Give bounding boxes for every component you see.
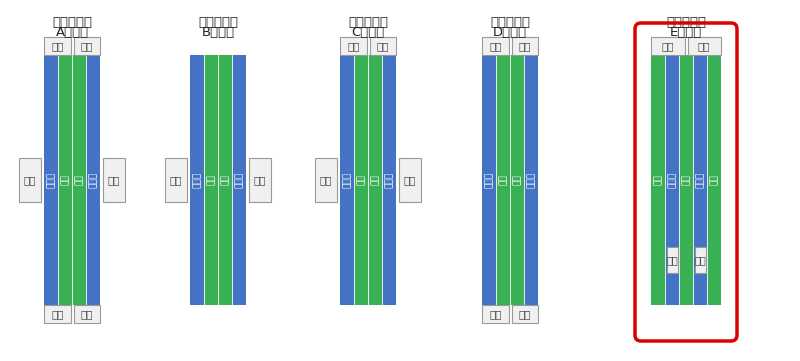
Bar bbox=[190, 55, 204, 305]
Text: 線路: 線路 bbox=[221, 175, 230, 186]
Text: ホ｜ム: ホ｜ム bbox=[46, 172, 55, 188]
Bar bbox=[707, 55, 721, 305]
Bar bbox=[103, 158, 125, 202]
Bar bbox=[44, 305, 70, 323]
Text: ホ｜ム: ホ｜ム bbox=[485, 172, 494, 188]
Bar bbox=[482, 37, 509, 55]
Text: Cタイプ: Cタイプ bbox=[351, 26, 385, 39]
Text: ホーム左右: ホーム左右 bbox=[490, 16, 530, 29]
Bar bbox=[482, 305, 509, 323]
Text: Aタイプ: Aタイプ bbox=[55, 26, 89, 39]
Bar bbox=[368, 55, 382, 305]
Text: ホーム左右: ホーム左右 bbox=[198, 16, 238, 29]
Bar bbox=[510, 55, 524, 305]
Text: 線路: 線路 bbox=[710, 175, 718, 186]
Text: 階段: 階段 bbox=[170, 175, 182, 185]
Bar bbox=[482, 55, 496, 305]
Text: 線路: 線路 bbox=[682, 175, 690, 186]
Text: 階段: 階段 bbox=[698, 41, 710, 51]
Bar bbox=[511, 37, 538, 55]
Bar bbox=[496, 55, 510, 305]
Text: 線路: 線路 bbox=[357, 175, 366, 186]
Bar bbox=[693, 55, 707, 305]
Text: 階段: 階段 bbox=[694, 255, 706, 265]
Bar bbox=[204, 55, 218, 305]
Bar bbox=[165, 158, 187, 202]
Text: 階段: 階段 bbox=[81, 41, 93, 51]
Bar bbox=[651, 37, 685, 55]
Bar bbox=[44, 55, 58, 305]
Text: 階段: 階段 bbox=[518, 41, 531, 51]
Bar bbox=[399, 158, 421, 202]
Bar bbox=[354, 55, 368, 305]
Text: 線路: 線路 bbox=[498, 175, 507, 186]
Bar bbox=[524, 55, 538, 305]
Text: ホーム左右: ホーム左右 bbox=[348, 16, 388, 29]
Bar bbox=[44, 37, 70, 55]
Text: ホーム左右: ホーム左右 bbox=[52, 16, 92, 29]
Bar bbox=[694, 247, 706, 273]
Text: 階段: 階段 bbox=[377, 41, 389, 51]
Text: 階段: 階段 bbox=[518, 309, 531, 319]
Text: ホ｜ム: ホ｜ム bbox=[342, 172, 351, 188]
Bar bbox=[232, 55, 246, 305]
Text: 線路: 線路 bbox=[513, 175, 522, 186]
Text: 線路: 線路 bbox=[61, 175, 70, 186]
Text: ホ｜ム: ホ｜ム bbox=[234, 172, 243, 188]
Bar bbox=[249, 158, 271, 202]
Text: 階段: 階段 bbox=[108, 175, 120, 185]
Text: 階段: 階段 bbox=[662, 41, 674, 51]
Text: ホーム左右: ホーム左右 bbox=[666, 16, 706, 29]
Text: Eタイプ: Eタイプ bbox=[670, 26, 702, 39]
Bar bbox=[58, 55, 72, 305]
Bar bbox=[74, 305, 100, 323]
Text: Dタイプ: Dタイプ bbox=[493, 26, 527, 39]
Bar bbox=[687, 37, 721, 55]
Text: ホ｜ム: ホ｜ム bbox=[526, 172, 535, 188]
Bar bbox=[665, 55, 679, 305]
Bar bbox=[86, 55, 100, 305]
Text: 階段: 階段 bbox=[347, 41, 359, 51]
Bar bbox=[218, 55, 232, 305]
Bar bbox=[19, 158, 41, 202]
Text: 階段: 階段 bbox=[51, 309, 63, 319]
Bar bbox=[666, 247, 678, 273]
Bar bbox=[651, 55, 665, 305]
Text: 階段: 階段 bbox=[489, 41, 502, 51]
Bar bbox=[679, 55, 693, 305]
Bar bbox=[340, 55, 354, 305]
Text: Bタイプ: Bタイプ bbox=[202, 26, 234, 39]
Text: ホ｜ム: ホ｜ム bbox=[695, 172, 705, 188]
Bar bbox=[74, 37, 100, 55]
Text: ホ｜ム: ホ｜ム bbox=[667, 172, 677, 188]
Text: 線路: 線路 bbox=[74, 175, 83, 186]
Text: 階段: 階段 bbox=[24, 175, 36, 185]
Text: ホ｜ム: ホ｜ム bbox=[193, 172, 202, 188]
Bar bbox=[511, 305, 538, 323]
Text: 階段: 階段 bbox=[666, 255, 678, 265]
Text: 線路: 線路 bbox=[370, 175, 379, 186]
Text: 階段: 階段 bbox=[81, 309, 93, 319]
Bar bbox=[370, 37, 396, 55]
Text: 階段: 階段 bbox=[404, 175, 416, 185]
Text: 階段: 階段 bbox=[51, 41, 63, 51]
Bar bbox=[340, 37, 366, 55]
Text: 線路: 線路 bbox=[654, 175, 662, 186]
Text: 階段: 階段 bbox=[489, 309, 502, 319]
Text: 階段: 階段 bbox=[254, 175, 266, 185]
Text: 階段: 階段 bbox=[320, 175, 332, 185]
Text: 線路: 線路 bbox=[206, 175, 215, 186]
Bar bbox=[315, 158, 337, 202]
Bar bbox=[72, 55, 86, 305]
Text: ホ｜ム: ホ｜ム bbox=[385, 172, 394, 188]
Text: ホ｜ム: ホ｜ム bbox=[89, 172, 98, 188]
Bar bbox=[382, 55, 396, 305]
